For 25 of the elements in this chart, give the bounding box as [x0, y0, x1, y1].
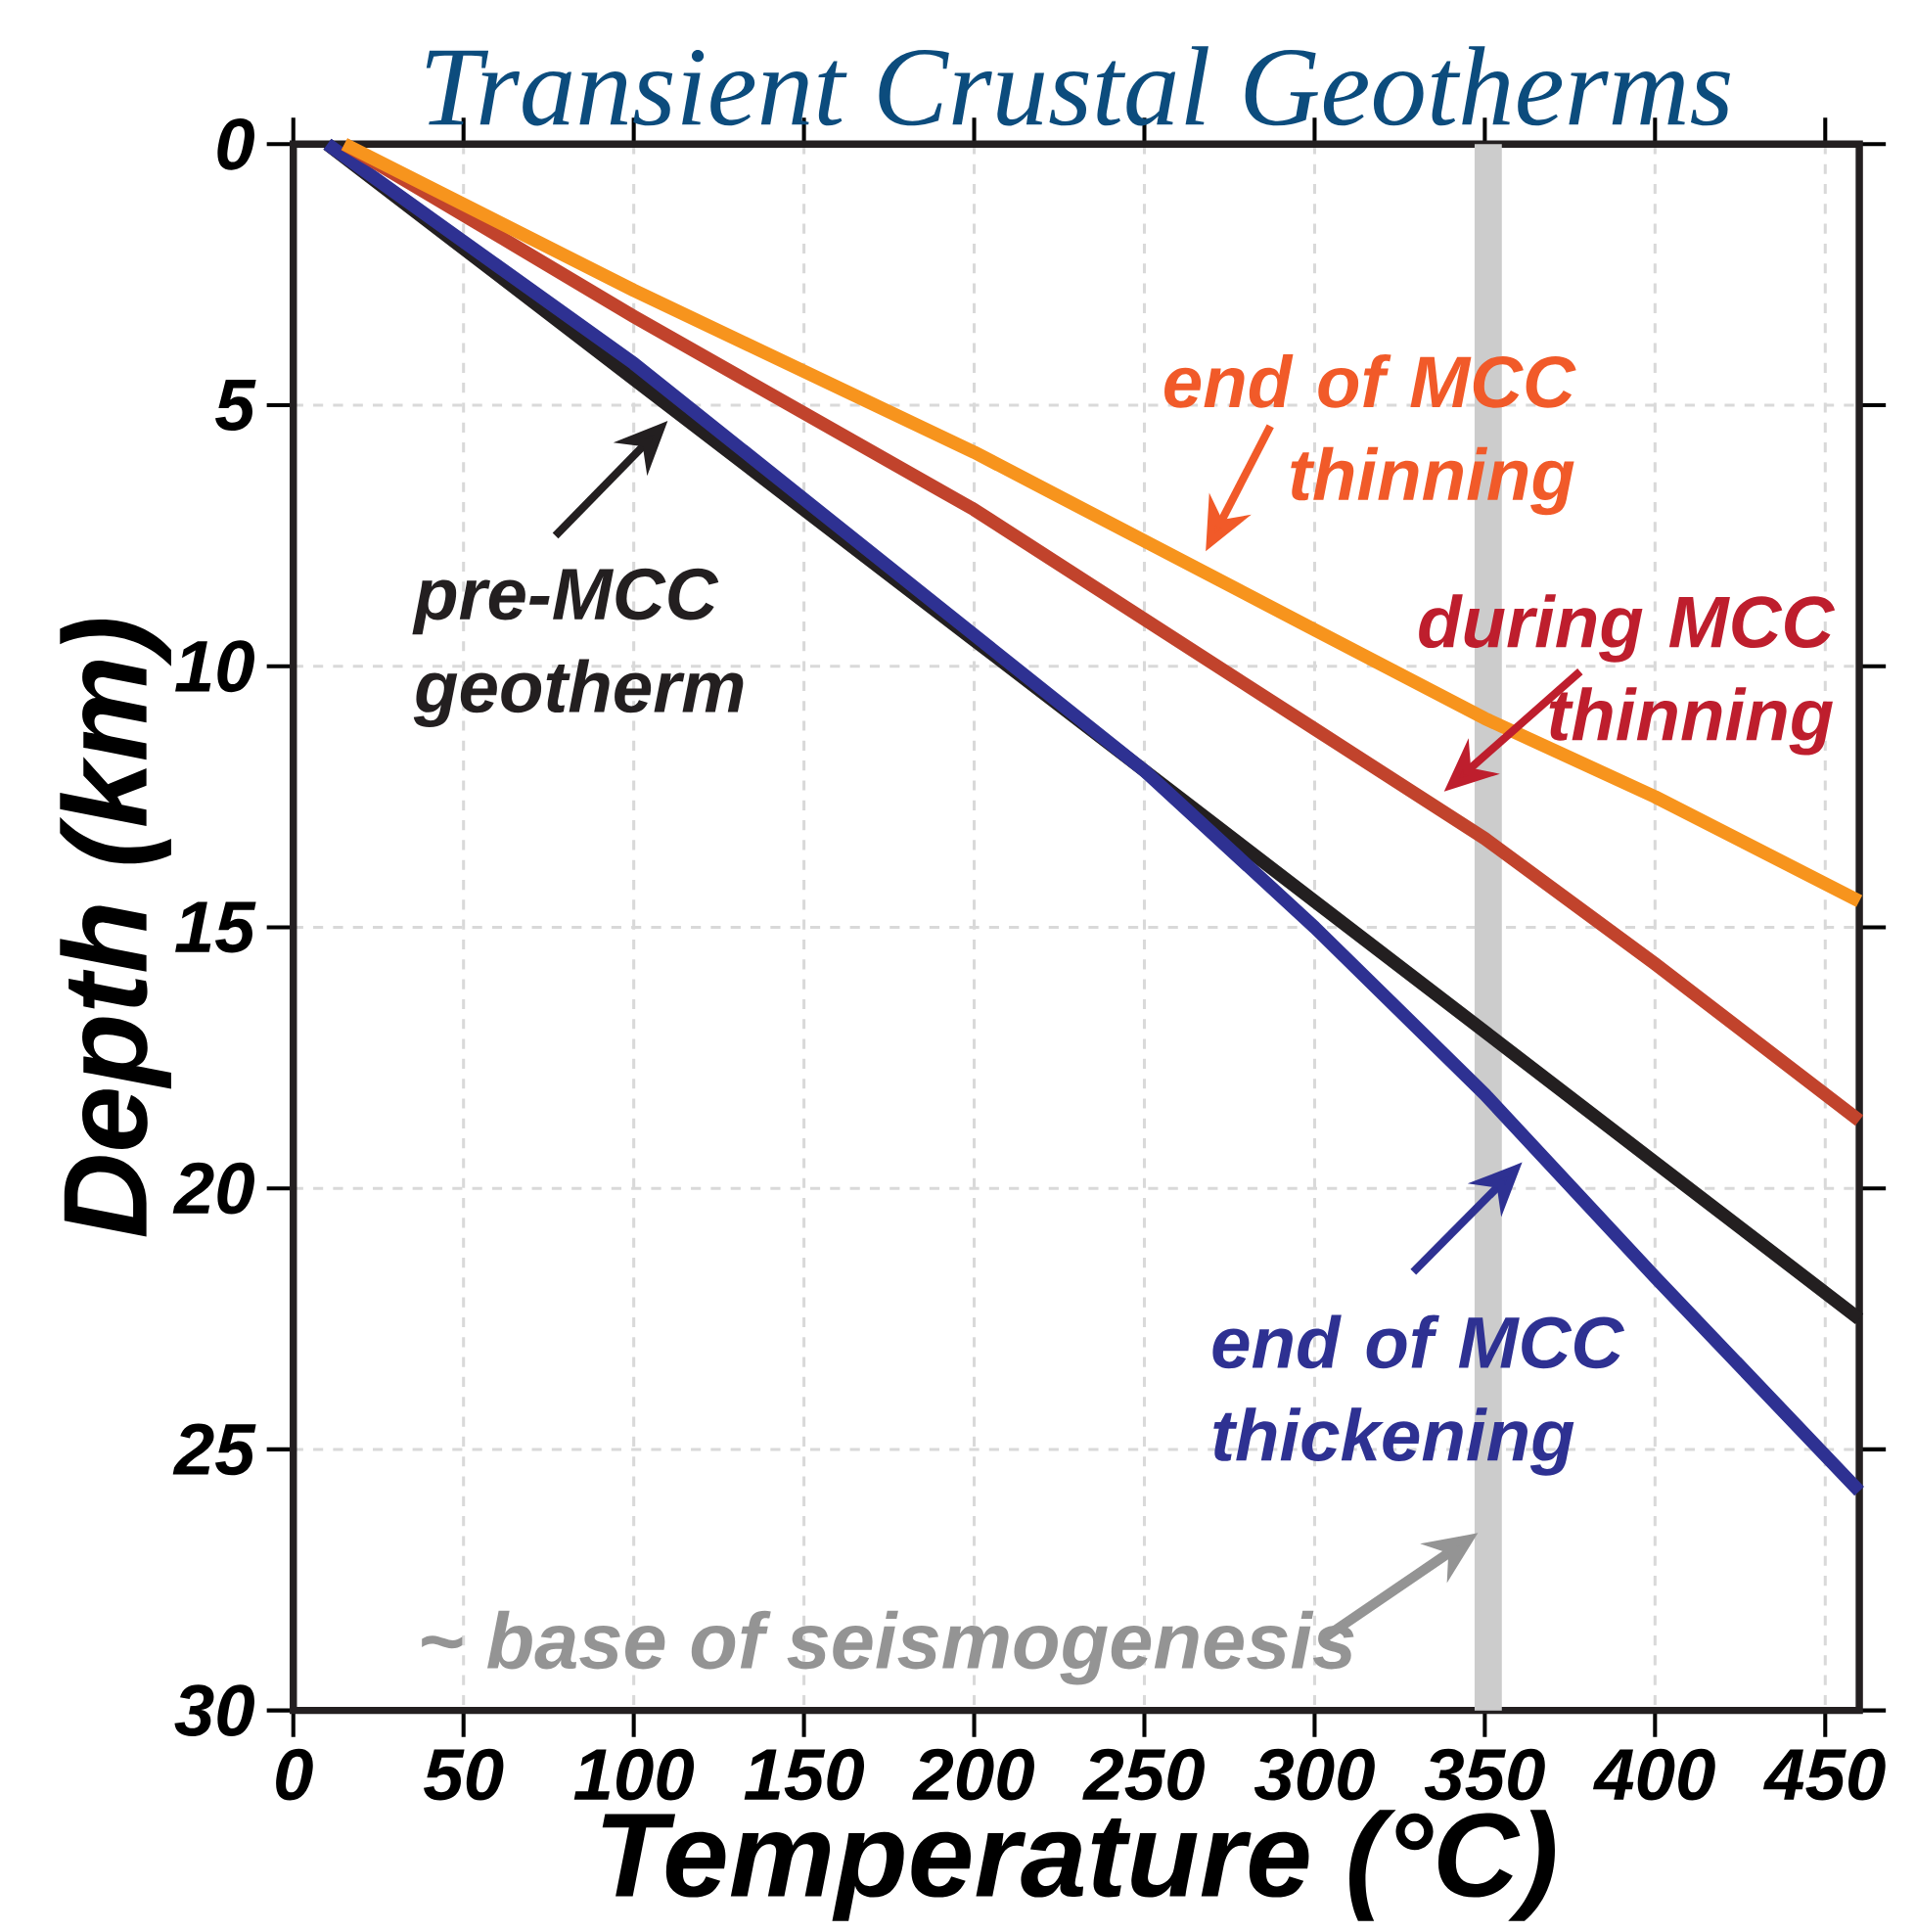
y-tick-label: 30	[174, 1684, 255, 1737]
x-tick-label: 400	[1593, 1748, 1715, 1801]
x-tick-label: 0	[276, 1748, 313, 1801]
x-tick-label: 300	[1254, 1748, 1375, 1801]
legend-label: pre-MCC geotherm	[412, 568, 744, 727]
x-tick-label: 450	[1763, 1748, 1886, 1801]
legend-label: end of MCC thickening	[1212, 1314, 1625, 1476]
y-tick-label: 10	[175, 640, 255, 693]
x-tick-label: 350	[1424, 1748, 1545, 1801]
x-axis-title: Temperature (°C)	[602, 1810, 1556, 1921]
series-label: during MCC thinning	[1419, 594, 1836, 756]
y-tick-label: 15	[175, 901, 256, 953]
x-tick-label: 100	[573, 1748, 695, 1801]
series-label: end of MCC thinning	[1164, 353, 1576, 516]
x-tick-label: 50	[424, 1748, 504, 1801]
x-tick-label: 200	[912, 1748, 1035, 1801]
y-tick-label: 25	[172, 1423, 256, 1476]
y-tick-label: 0	[217, 117, 255, 170]
x-tick-label: 150	[744, 1748, 865, 1801]
x-tick-label: 250	[1082, 1748, 1205, 1801]
band-label: ~ base of seismogenesis	[422, 1610, 1354, 1685]
y-tick-label: 5	[215, 380, 256, 432]
y-tick-label: 20	[172, 1162, 255, 1215]
chart-title: Transient Crustal Geotherms	[426, 46, 1731, 126]
y-axis-title: Depth (km)	[60, 619, 171, 1237]
